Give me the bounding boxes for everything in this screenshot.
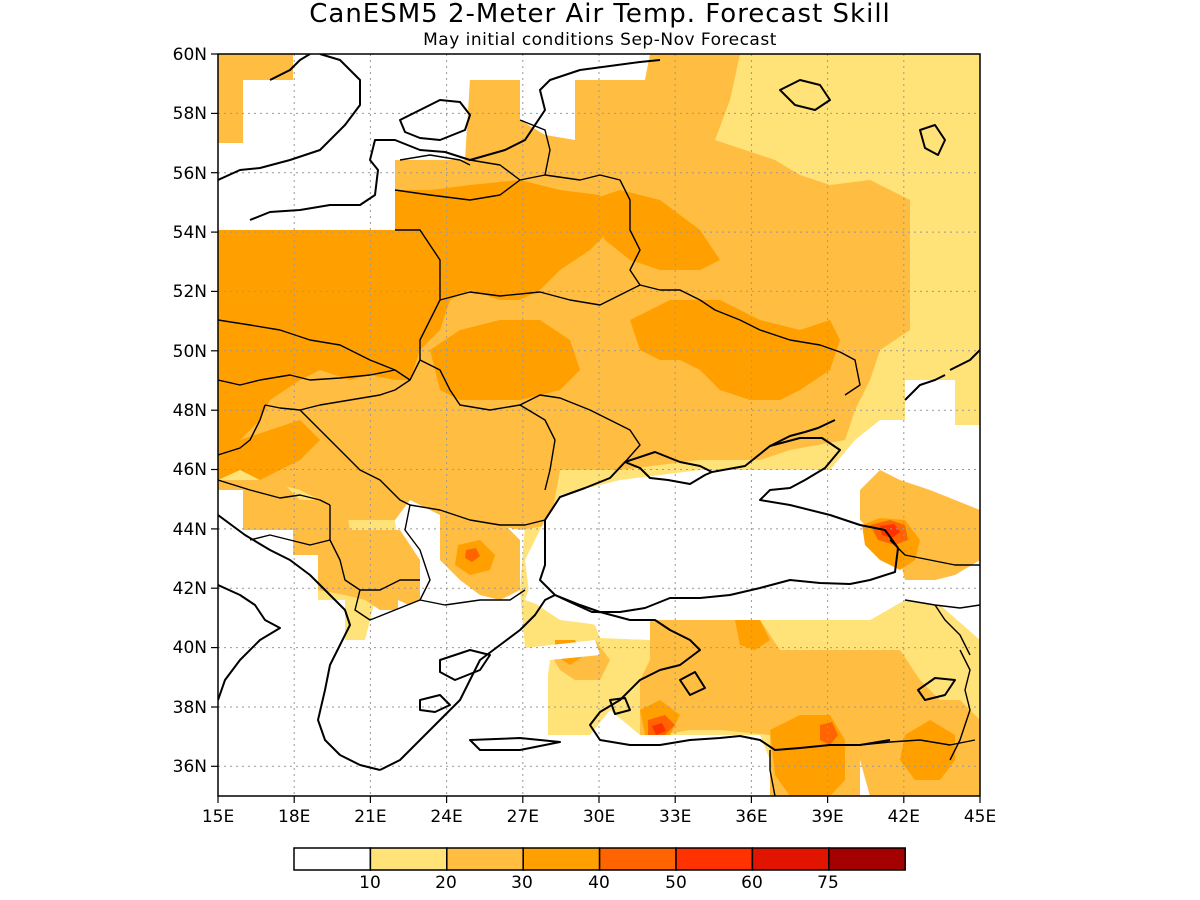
lon-tick-labels: 15E 18E 21E 24E 27E 30E 33E 36E 39E 42E … [202, 807, 996, 827]
lat-tick-labels: 36N 38N 40N 42N 44N 46N 48N 50N 52N 54N … [173, 45, 207, 777]
country-borders [218, 119, 980, 796]
lat-tick-label: 38N [173, 698, 207, 718]
lon-tick-label: 33E [659, 807, 691, 827]
colorbar-label: 20 [435, 873, 457, 893]
lon-tick-label: 15E [202, 807, 234, 827]
lat-tick-label: 44N [173, 520, 207, 540]
axis-ticks [211, 53, 981, 803]
colorbar-box [751, 847, 830, 871]
lat-tick-label: 58N [173, 104, 207, 124]
lat-tick-label: 36N [173, 757, 207, 777]
colorbar-label: 40 [588, 873, 610, 893]
colorbar-boxes [293, 847, 906, 871]
lon-tick-label: 21E [354, 807, 386, 827]
lon-tick-label: 42E [888, 807, 920, 827]
lat-tick-label: 54N [173, 223, 207, 243]
no-skill-areas [218, 54, 980, 796]
lon-tick-label: 24E [430, 807, 462, 827]
lon-tick-label: 18E [278, 807, 310, 827]
colorbar-label: 50 [665, 873, 687, 893]
colorbar-label: 75 [817, 873, 839, 893]
coastlines [218, 54, 980, 771]
colorbar-box [369, 847, 448, 871]
lon-tick-label: 39E [811, 807, 843, 827]
lon-tick-label: 36E [735, 807, 767, 827]
colorbar: 10 20 30 40 50 60 75 [293, 847, 906, 893]
colorbar-box [828, 847, 906, 871]
skill-band-50-60 [652, 524, 900, 735]
colorbar-labels: 10 20 30 40 50 60 75 [359, 873, 839, 893]
colorbar-box [446, 847, 524, 871]
lon-tick-label: 30E [583, 807, 615, 827]
colorbar-label: 30 [511, 873, 533, 893]
colorbar-label: 10 [359, 873, 381, 893]
colorbar-box [598, 847, 677, 871]
colorbar-box [522, 847, 601, 871]
lat-tick-label: 46N [173, 460, 207, 480]
lat-tick-label: 42N [173, 579, 207, 599]
map-subtitle: May initial conditions Sep-Nov Forecast [423, 30, 777, 50]
map-title: CanESM5 2-Meter Air Temp. Forecast Skill [309, 0, 891, 29]
lat-tick-label: 40N [173, 638, 207, 658]
map-area [218, 54, 980, 796]
colorbar-box [293, 847, 372, 871]
lon-tick-label: 45E [964, 807, 996, 827]
lat-tick-label: 60N [173, 45, 207, 65]
lat-tick-label: 56N [173, 164, 207, 184]
colorbar-box [675, 847, 754, 871]
lat-tick-label: 48N [173, 401, 207, 421]
lat-tick-label: 50N [173, 342, 207, 362]
lat-tick-label: 52N [173, 282, 207, 302]
graticule [218, 54, 980, 796]
colorbar-label: 60 [741, 873, 763, 893]
lon-tick-label: 27E [507, 807, 539, 827]
